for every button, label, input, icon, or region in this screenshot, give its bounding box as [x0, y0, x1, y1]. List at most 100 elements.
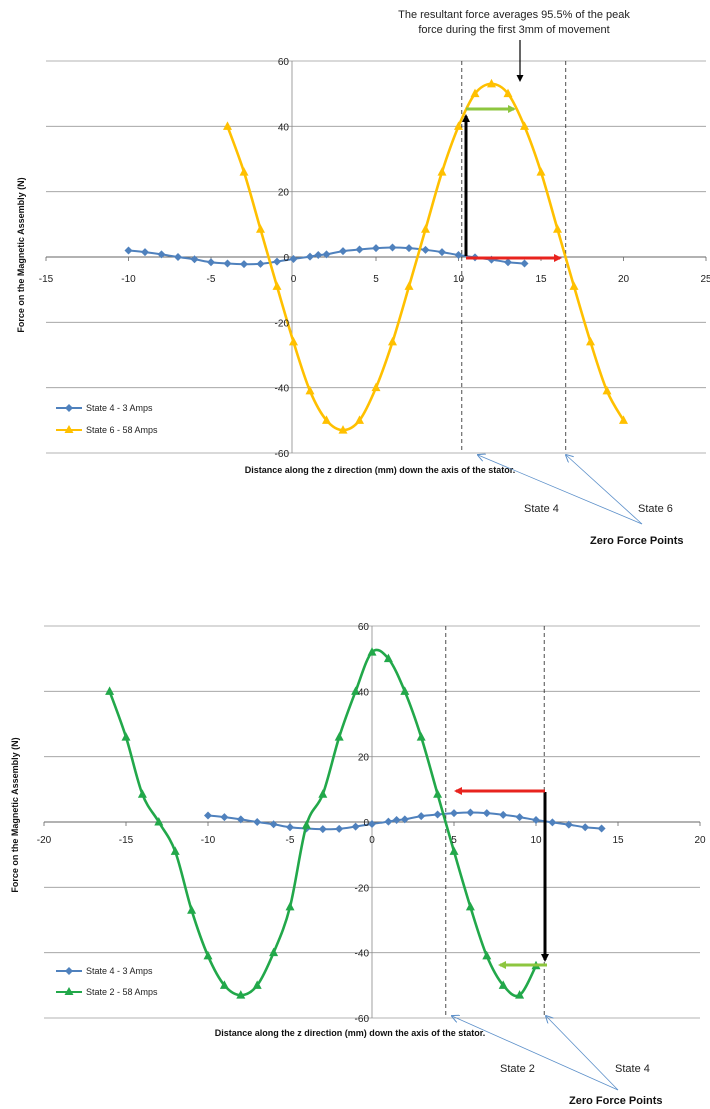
data-point — [437, 167, 447, 176]
data-point — [388, 243, 397, 252]
data-point — [421, 245, 430, 254]
y-tick-label: -20 — [355, 883, 370, 894]
data-point — [220, 813, 229, 822]
data-point — [416, 732, 426, 741]
data-point — [388, 336, 397, 346]
top-zero-label-b: State 6 — [638, 503, 673, 515]
top-series-group — [124, 78, 628, 434]
bottom-legend-item-2: State 2 - 58 Amps — [56, 987, 158, 997]
data-point — [433, 789, 443, 798]
data-point — [272, 281, 282, 290]
data-point — [124, 246, 133, 255]
data-point — [421, 224, 430, 233]
data-point — [187, 905, 197, 914]
data-point — [520, 121, 529, 130]
data-point — [367, 647, 377, 656]
data-point — [498, 980, 508, 989]
data-point — [503, 88, 513, 98]
data-point — [239, 167, 249, 176]
data-point — [482, 809, 491, 818]
data-point — [400, 686, 410, 695]
top-gridlines — [45, 60, 707, 454]
data-point — [417, 812, 426, 821]
data-point — [174, 253, 182, 261]
data-point — [351, 822, 360, 831]
data-point — [322, 415, 331, 424]
top-callout-line-b — [566, 455, 643, 525]
data-point — [368, 819, 376, 828]
data-point — [137, 789, 147, 798]
data-point — [482, 950, 492, 960]
y-tick-label: 20 — [358, 753, 370, 764]
top-y-axis-title: Force on the Magnetic Assembly (N) — [16, 177, 26, 332]
data-point — [450, 809, 458, 818]
data-point — [383, 653, 393, 663]
y-tick-label: 0 — [363, 818, 369, 829]
x-tick-label: 5 — [373, 274, 379, 285]
data-point — [334, 732, 344, 741]
x-tick-label: 0 — [369, 835, 375, 846]
top-note-line1: The resultant force averages 95.5% of th… — [398, 9, 630, 21]
y-tick-label: 20 — [278, 188, 290, 199]
data-point — [322, 250, 331, 259]
bottom-x-tick-labels: -20 -15 -10 -5 0 5 10 15 20 — [37, 835, 706, 846]
x-tick-label: 10 — [453, 274, 465, 285]
data-point — [289, 254, 298, 263]
data-point — [449, 846, 459, 855]
data-point — [339, 247, 347, 256]
data-point — [569, 281, 579, 290]
x-tick-label: 5 — [451, 835, 457, 846]
data-point — [384, 817, 393, 826]
top-x-axis-title: Distance along the z direction (mm) down… — [245, 465, 516, 475]
data-point — [438, 248, 446, 257]
data-point — [499, 810, 508, 819]
data-point — [433, 810, 442, 819]
data-point — [289, 336, 298, 346]
data-point — [335, 824, 344, 833]
data-point — [355, 415, 364, 424]
data-point — [597, 824, 606, 833]
bottom-x-axis-title: Distance along the z direction (mm) down… — [215, 1028, 486, 1038]
data-point — [371, 382, 381, 392]
data-point — [273, 257, 281, 266]
data-point — [400, 815, 409, 824]
data-point — [154, 817, 164, 826]
x-tick-label: 15 — [535, 274, 547, 285]
data-point — [252, 980, 262, 989]
bottom-legend-label-1: State 4 - 3 Amps — [86, 966, 153, 976]
data-point — [306, 252, 314, 261]
top-legend: State 4 - 3 Amps State 6 - 58 Amps — [56, 403, 158, 435]
data-point — [285, 901, 295, 911]
x-tick-label: -15 — [119, 835, 134, 846]
data-point — [269, 947, 279, 957]
data-point — [318, 789, 328, 798]
bottom-callout-line-a — [452, 1016, 619, 1091]
data-point — [515, 990, 525, 999]
x-tick-label: 25 — [700, 274, 710, 285]
x-tick-label: 0 — [291, 274, 297, 285]
y-tick-label: 40 — [278, 122, 290, 133]
data-point — [392, 816, 401, 825]
data-point — [351, 686, 361, 695]
bottom-y-tick-labels: -60 -40 -20 0 20 40 60 — [355, 622, 370, 1025]
data-point — [515, 813, 524, 822]
bottom-legend-item-1: State 4 - 3 Amps — [56, 966, 153, 976]
bottom-zero-label-b: State 4 — [615, 1063, 650, 1075]
data-point — [301, 820, 311, 829]
data-point — [170, 846, 180, 855]
data-point — [602, 385, 612, 395]
data-point — [470, 88, 480, 98]
x-tick-label: -20 — [37, 835, 52, 846]
data-point — [314, 251, 323, 260]
bottom-gridlines — [43, 625, 701, 1019]
series-line-2 — [108, 648, 538, 998]
data-point — [586, 336, 595, 346]
bottom-y-axis-title: Force on the Magnetic Assembly (N) — [10, 737, 20, 892]
data-point — [223, 121, 232, 130]
data-point — [286, 823, 294, 832]
top-legend-label-2: State 6 - 58 Amps — [86, 425, 158, 435]
data-point — [305, 385, 315, 395]
data-point — [121, 732, 131, 741]
data-point — [372, 244, 380, 253]
data-point — [405, 244, 413, 253]
